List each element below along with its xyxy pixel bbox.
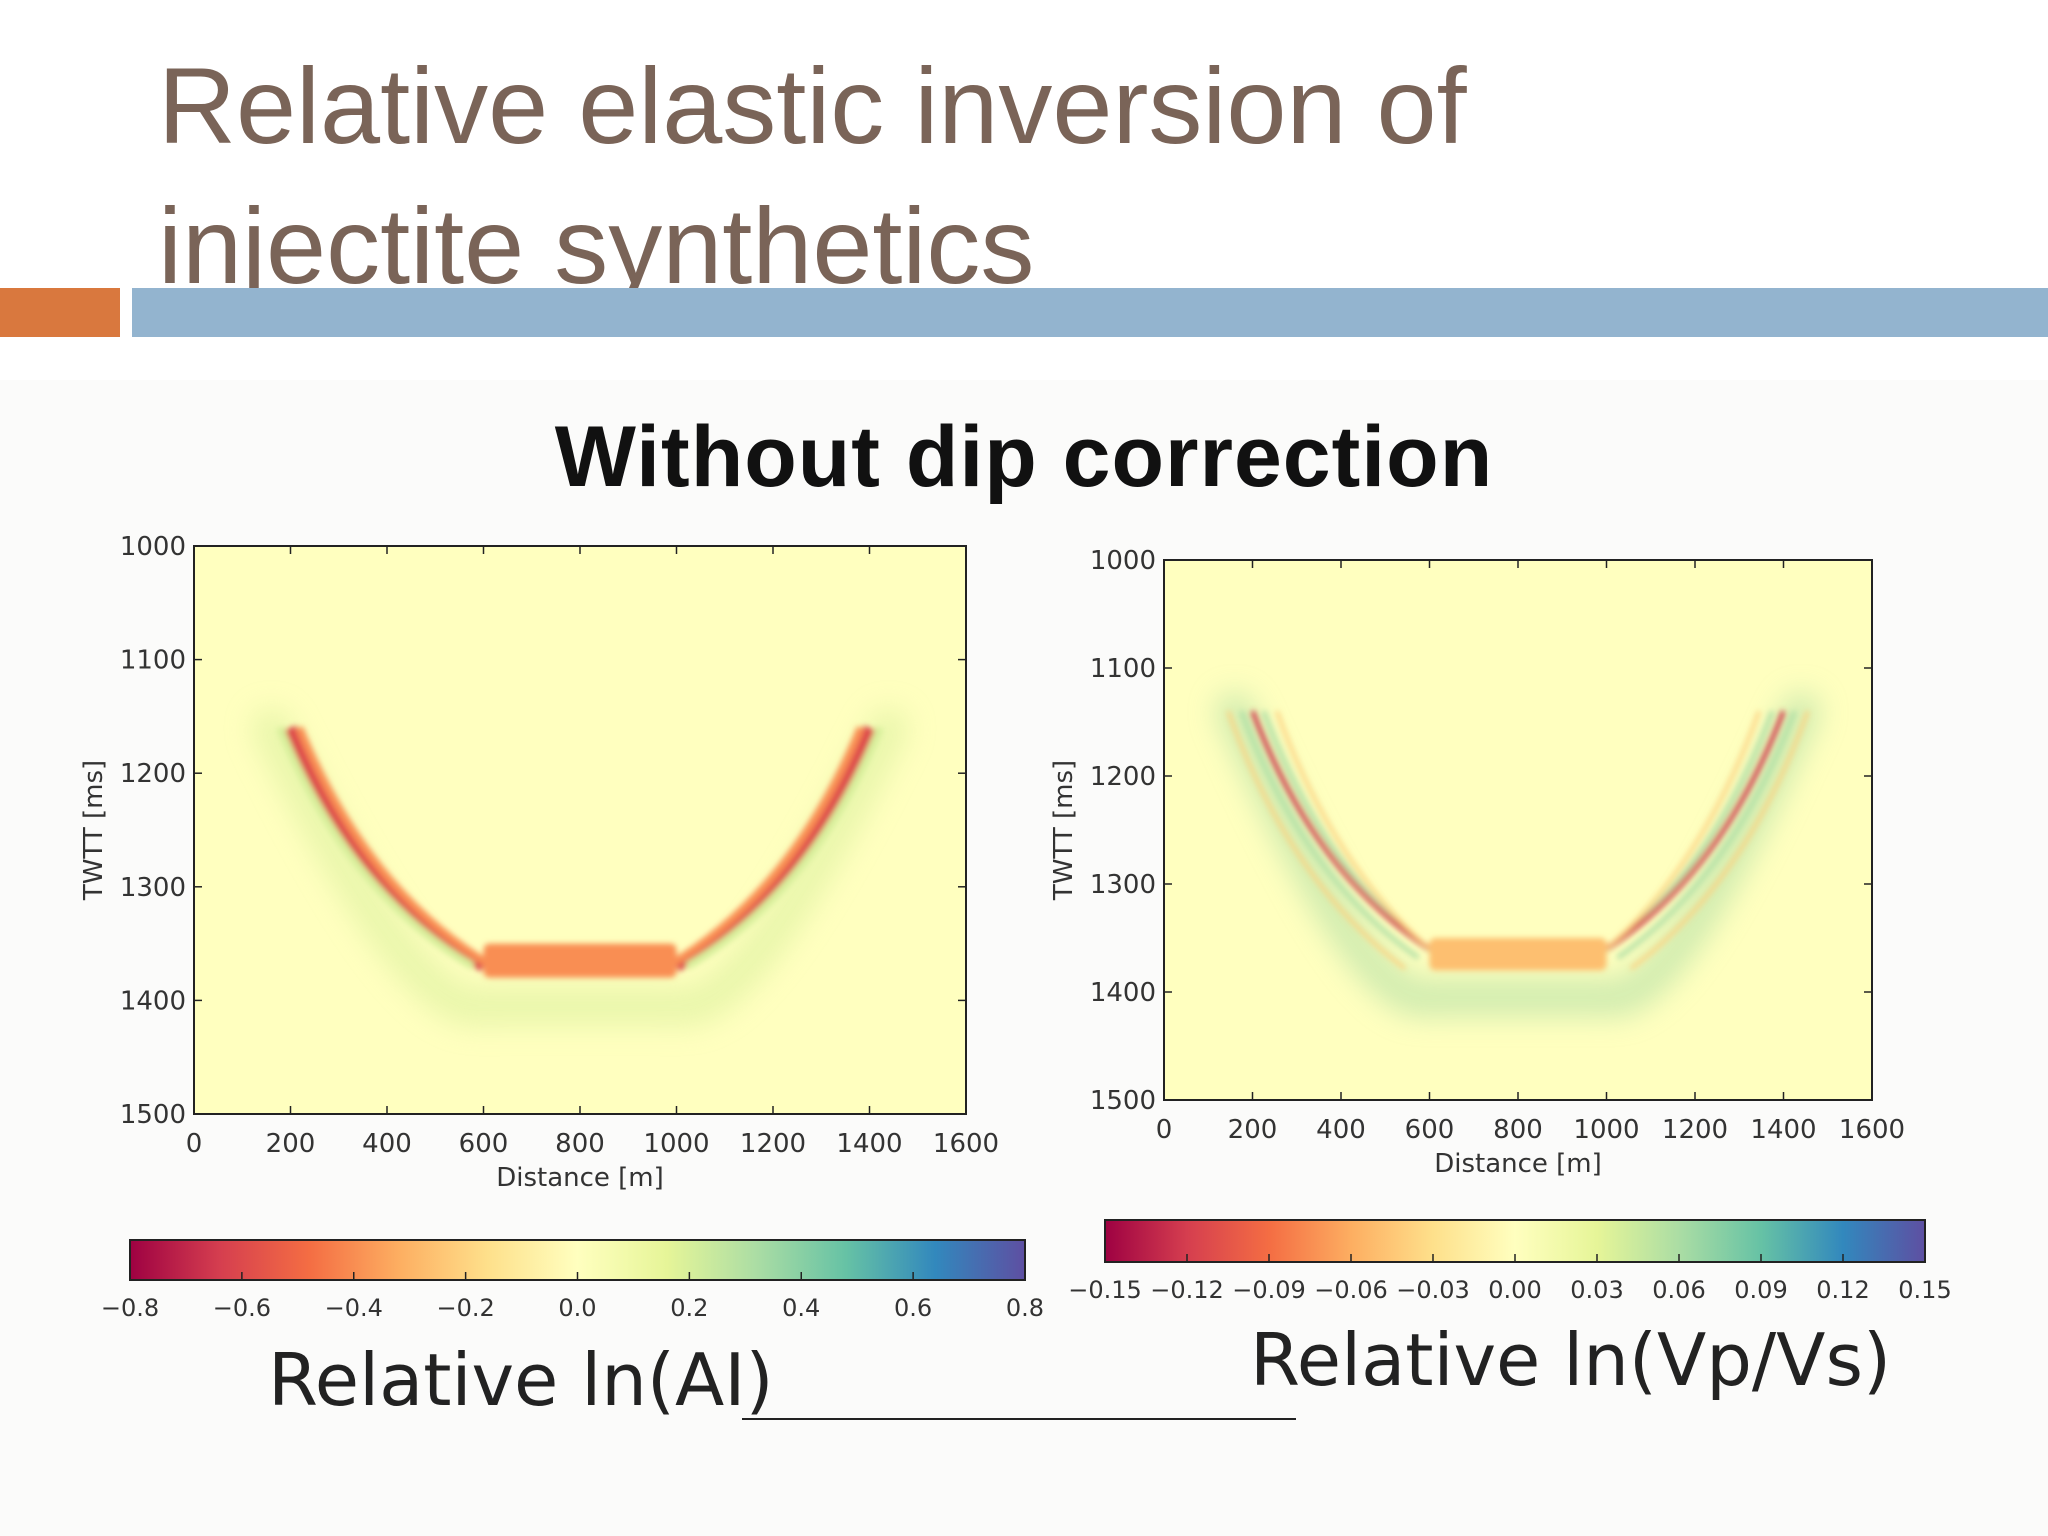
x-tick-label: 600 (1405, 1115, 1455, 1145)
right-limb-line (1616, 710, 1797, 960)
colorbar-tick-label: 0.03 (1570, 1276, 1623, 1304)
x-tick-label: 0 (1156, 1115, 1173, 1145)
right-limb-line (1580, 710, 1762, 971)
y-tick-label: 1000 (1090, 546, 1156, 576)
y-tick-label: 1000 (120, 532, 186, 562)
y-tick-label: 1100 (120, 646, 186, 676)
colorbar-tick-label: 0.0 (558, 1294, 596, 1322)
colorbar-tick-label: 0.00 (1488, 1276, 1541, 1304)
left-limb-line (1239, 710, 1420, 960)
title-accent-blue (132, 288, 2048, 337)
y-tick-label: 1300 (1090, 870, 1156, 900)
x-axis-label: Distance [m] (1434, 1149, 1602, 1179)
y-tick-label: 1100 (1090, 654, 1156, 684)
slide-title: Relative elastic inversion of injectite … (158, 36, 1858, 316)
colorbar-tick-label: 0.12 (1816, 1276, 1869, 1304)
x-tick-label: 200 (266, 1129, 316, 1159)
y-axis-label: TWTT [ms] (1049, 760, 1079, 901)
y-tick-label: 1400 (120, 986, 186, 1016)
side-lobe-outer (252, 708, 908, 1026)
y-tick-label: 1400 (1090, 978, 1156, 1008)
y-tick-label: 1200 (120, 759, 186, 789)
trough-band (1429, 938, 1607, 971)
x-tick-label: 200 (1228, 1115, 1278, 1145)
slide-title-line-2: injectite synthetics (158, 185, 1035, 306)
left-limb-line (276, 726, 475, 970)
right-limb-line (685, 726, 884, 970)
left-limb-line (1274, 710, 1456, 971)
colorbar-tick-label: 0.09 (1734, 1276, 1787, 1304)
x-tick-label: 1400 (1750, 1115, 1816, 1145)
chart-ln-ai: 0 200 400 600 800 1000 1200 1400 1600 1000 1100 120… (79, 532, 1044, 1422)
colorbar-tick-label: −0.09 (1232, 1276, 1306, 1304)
chart-ln-vpvs: 0 200 400 600 800 1000 1200 1400 1600 1000 1100 120… (1049, 546, 1952, 1402)
y-axis-label: TWTT [ms] (79, 760, 109, 901)
right-limb-line (665, 726, 865, 970)
x-tick-label: 1400 (836, 1129, 902, 1159)
colorbar-tick-label: 0.8 (1006, 1294, 1044, 1322)
colorbar-tick-label: 0.06 (1652, 1276, 1705, 1304)
x-axis-label: Distance [m] (496, 1163, 664, 1193)
right-limb-line (1604, 710, 1787, 952)
x-tick-label: 1000 (643, 1129, 709, 1159)
x-tick-label: 1600 (933, 1129, 999, 1159)
side-lobe-halo (252, 708, 908, 1026)
x-tick-label: 400 (1316, 1115, 1366, 1145)
left-limb-line (295, 726, 495, 970)
x-tick-label: 600 (459, 1129, 509, 1159)
y-tick-label: 1200 (1090, 762, 1156, 792)
colorbar-tick-label: 0.6 (894, 1294, 932, 1322)
left-limb-line (1226, 710, 1407, 971)
figure-title: Without dip correction (554, 409, 1494, 505)
left-limb-line (1249, 710, 1432, 952)
colorbar-tick-label: −0.15 (1068, 1276, 1142, 1304)
x-tick-label: 800 (1493, 1115, 1543, 1145)
slide-title-line-1: Relative elastic inversion of (158, 45, 1467, 166)
y-tick-label: 1300 (120, 873, 186, 903)
x-tick-label: 1200 (1662, 1115, 1728, 1145)
right-limb-line (673, 725, 876, 972)
colorbar-tick-label: −0.12 (1150, 1276, 1224, 1304)
colorbar-tick-label: −0.4 (325, 1294, 383, 1322)
x-tick-label: 1200 (740, 1129, 806, 1159)
colorbar-tick-label: −0.2 (436, 1294, 494, 1322)
x-tick-label: 400 (362, 1129, 412, 1159)
colorbar-label: Relative ln(Vp/Vs) (1250, 1318, 1891, 1402)
colorbar-tick-label: −0.6 (213, 1294, 271, 1322)
colorbar-tick-label: 0.2 (670, 1294, 708, 1322)
trough-band (483, 943, 677, 978)
colorbar-tick-label: −0.8 (101, 1294, 159, 1322)
x-tick-label: 1600 (1839, 1115, 1905, 1145)
colorbar-tick-label: 0.15 (1898, 1276, 1951, 1304)
colorbar-tick-label: 0.4 (782, 1294, 820, 1322)
colorbar-tick-label: −0.06 (1314, 1276, 1388, 1304)
x-tick-label: 800 (555, 1129, 605, 1159)
colorbar-tick-label: −0.03 (1396, 1276, 1470, 1304)
y-tick-label: 1500 (1090, 1086, 1156, 1116)
right-limb-line (1629, 710, 1810, 971)
injectite-body (1226, 710, 1810, 971)
x-tick-label: 1000 (1573, 1115, 1639, 1145)
left-limb-line (284, 725, 487, 972)
y-tick-label: 1500 (120, 1100, 186, 1130)
injectite-body (276, 725, 884, 978)
title-accent-orange (0, 288, 120, 337)
x-tick-label: 0 (186, 1129, 203, 1159)
annotation-underline (742, 1418, 1296, 1420)
colorbar-label: Relative ln(AI) (268, 1338, 774, 1422)
